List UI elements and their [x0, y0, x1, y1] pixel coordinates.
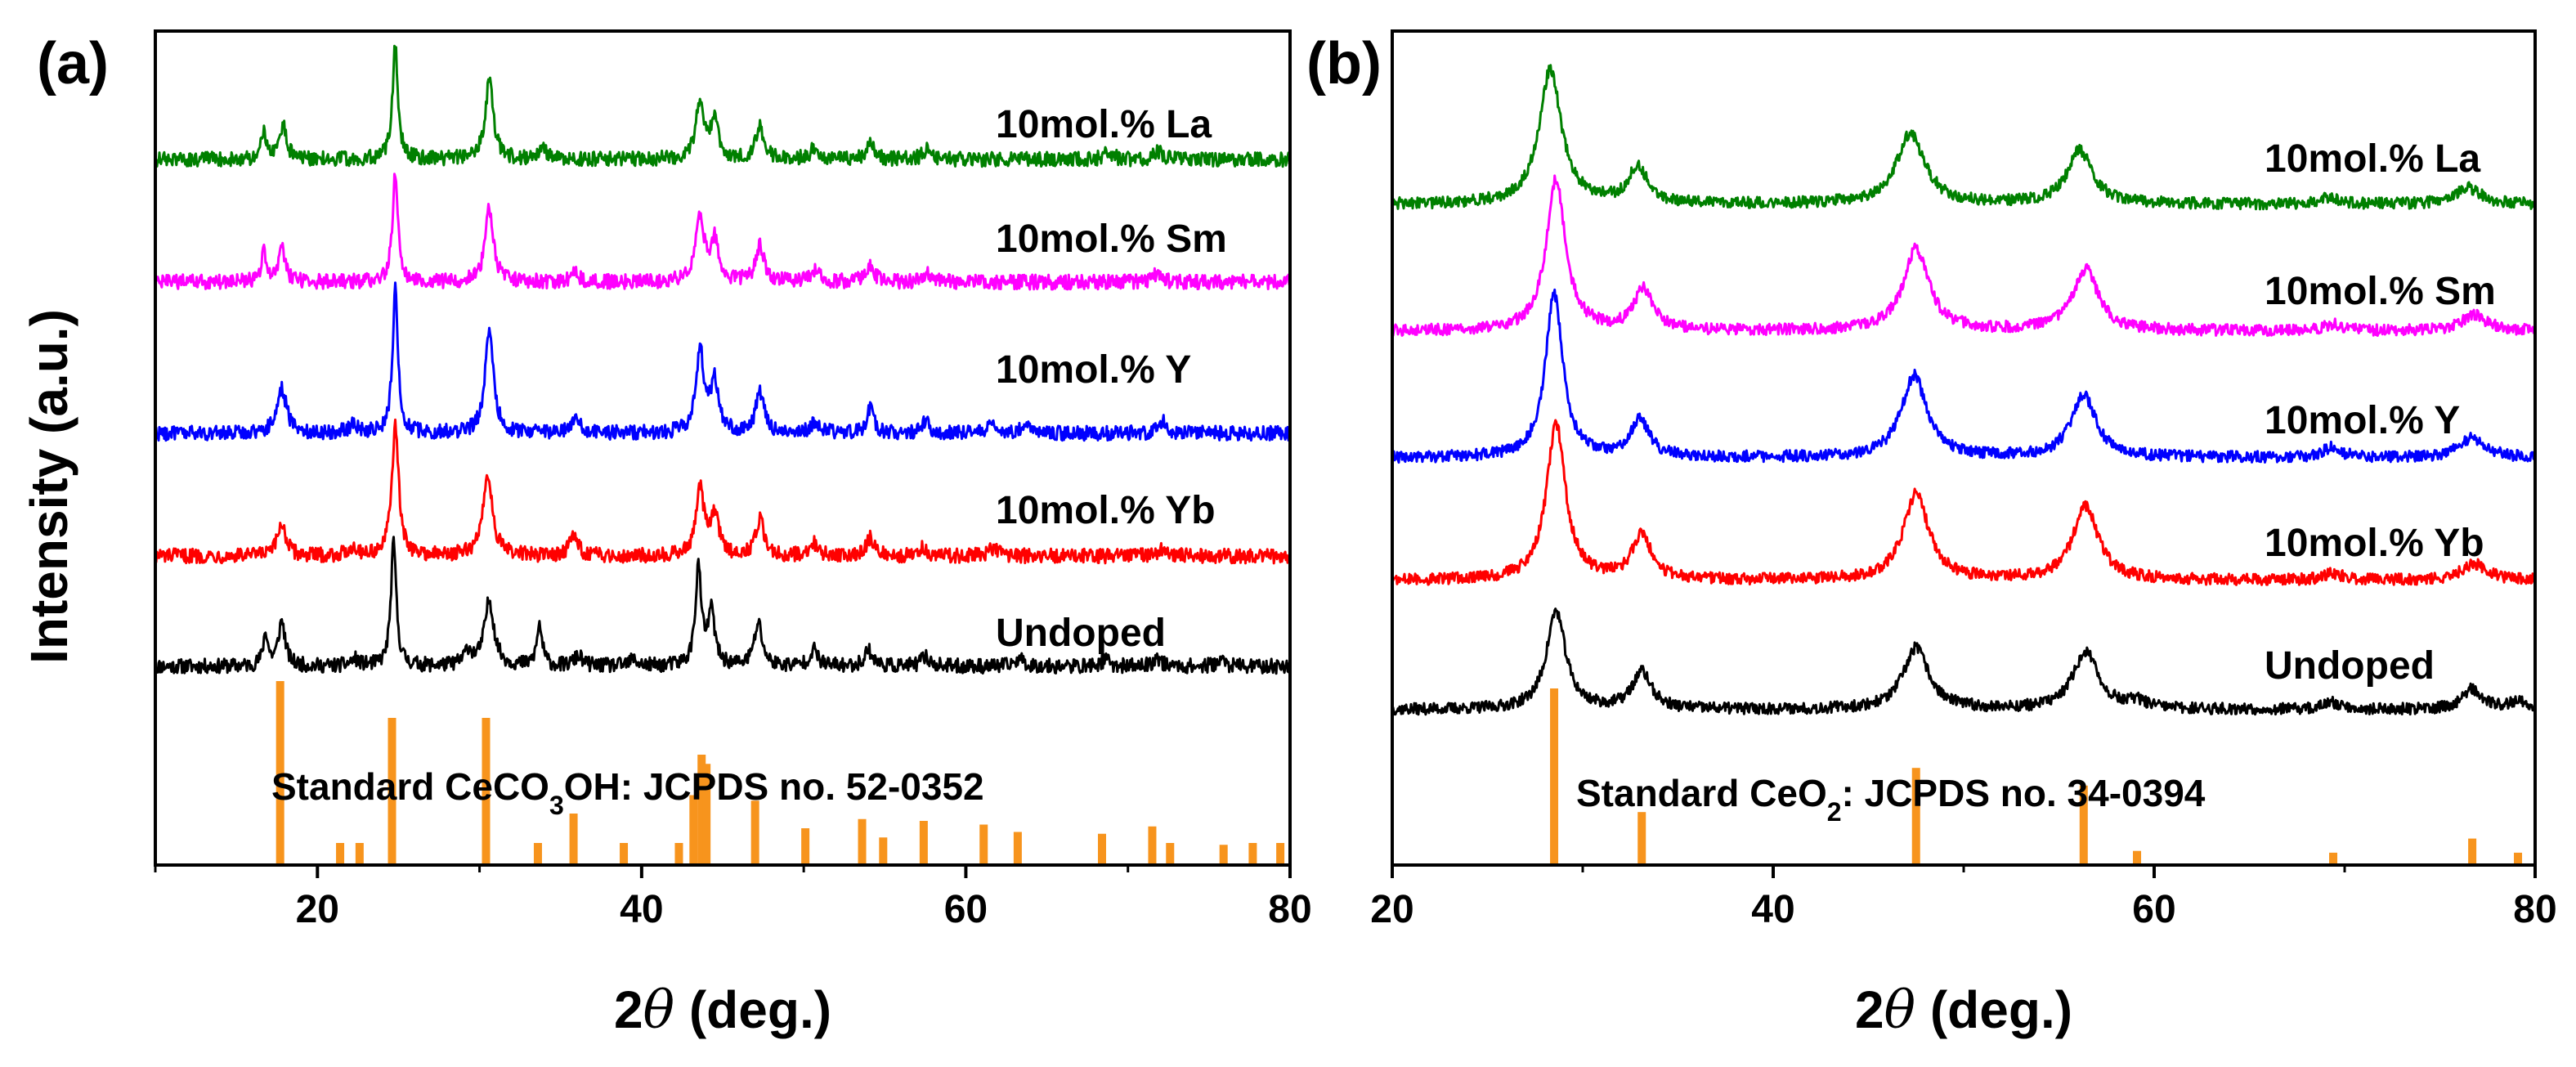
reference-line: [620, 843, 629, 865]
reference-line: [750, 800, 759, 865]
panel-a-label: (a): [37, 31, 109, 96]
panel-b-x-axis-title: 2θ (deg.): [1855, 980, 2072, 1041]
series-line: [154, 281, 1292, 442]
reference-line: [697, 755, 706, 865]
panel-a-series: [154, 44, 1292, 675]
panel-b-series: [1391, 64, 2537, 716]
reference-line: [1148, 826, 1157, 865]
reference-line: [533, 843, 542, 865]
panel-a-reference-lines: [276, 681, 1285, 865]
panel-b-x-ticks: 20 40 60 80: [1370, 865, 2557, 931]
reference-line: [2133, 850, 2142, 865]
x-tick-label: 20: [296, 888, 339, 931]
series-label: 10mol.% Y: [996, 348, 1191, 392]
panel-b-series-labels: Undoped 10mol.% Yb 10mol.% Y 10mol.% Sm 10mo…: [2265, 137, 2496, 688]
reference-line: [276, 681, 284, 865]
panel-a-frame: [154, 29, 1292, 867]
reference-line: [1911, 768, 1920, 865]
x-tick-label: 60: [944, 888, 988, 931]
reference-line: [2329, 852, 2338, 865]
reference-line: [1248, 843, 1257, 865]
reference-line: [569, 814, 578, 865]
reference-line: [1097, 833, 1106, 865]
reference-line: [689, 795, 698, 865]
x-tick-label: 80: [1268, 888, 1311, 931]
x-tick-label: 80: [2513, 888, 2556, 931]
series-line: [1391, 64, 2537, 211]
series-label: 10mol.% La: [2265, 137, 2480, 181]
reference-line: [1166, 843, 1175, 865]
series-label: 10mol.% Y: [2265, 399, 2460, 442]
reference-line: [801, 828, 810, 865]
reference-line: [858, 818, 867, 865]
series-label: Undoped: [996, 612, 1166, 655]
panel-b-plot: 20 40 60 80 Undoped 10mol.% Yb 10mol.% Y 10mol…: [1370, 29, 2557, 1041]
reference-line: [355, 843, 364, 865]
reference-line: [979, 824, 988, 865]
panel-b-label: (b): [1306, 31, 1382, 96]
reference-line: [388, 718, 396, 865]
x-tick-label: 40: [620, 888, 663, 931]
series-line: [154, 418, 1292, 565]
panel-a-x-ticks: 20 40 60 80: [154, 865, 1312, 931]
reference-line: [2468, 838, 2477, 865]
panel-b-reference-label: Standard CeO2: JCPDS no. 34-0394: [1576, 772, 2206, 827]
reference-line: [1276, 843, 1285, 865]
reference-line: [482, 718, 491, 865]
series-label: 10mol.% La: [996, 103, 1212, 146]
series-line: [154, 173, 1292, 291]
y-axis-title: Intensity (a.u.): [20, 309, 78, 664]
x-tick-label: 40: [1751, 888, 1794, 931]
reference-line: [674, 843, 683, 865]
reference-line: [919, 821, 928, 865]
reference-line: [2514, 852, 2523, 865]
series-line: [154, 44, 1291, 168]
series-line: [1391, 288, 2536, 464]
reference-line: [336, 843, 345, 865]
reference-line: [2079, 785, 2088, 865]
panel-a-reference-label: Standard CeCO3OH: JCPDS no. 52-0352: [271, 765, 984, 820]
reference-line: [1550, 688, 1559, 865]
panel-a-x-axis-title: 2θ (deg.): [614, 980, 831, 1041]
series-line: [155, 536, 1292, 675]
series-line: [1391, 607, 2537, 716]
series-label: 10mol.% Sm: [2265, 270, 2496, 313]
series-label: 10mol.% Yb: [2265, 522, 2484, 565]
x-tick-label: 20: [1370, 888, 1413, 931]
reference-line: [702, 764, 711, 865]
reference-line: [1219, 845, 1228, 865]
series-line: [1391, 419, 2537, 586]
series-line: [1391, 174, 2537, 337]
panel-b-reference-lines: [1550, 688, 2523, 865]
reference-line: [1013, 832, 1022, 865]
reference-line: [1637, 812, 1646, 865]
series-label: 10mol.% Sm: [996, 217, 1227, 261]
panel-a-series-labels: Undoped 10mol.% Yb 10mol.% Y 10mol.% Sm 10mo…: [996, 103, 1227, 655]
reference-line: [879, 837, 888, 865]
panel-a-plot: 20 40 60 80 Undoped 10mol.% Yb 10mol.% Y 10mol…: [154, 29, 1312, 1041]
series-label: 10mol.% Yb: [996, 489, 1216, 532]
series-label: Undoped: [2265, 644, 2435, 688]
x-tick-label: 60: [2132, 888, 2175, 931]
